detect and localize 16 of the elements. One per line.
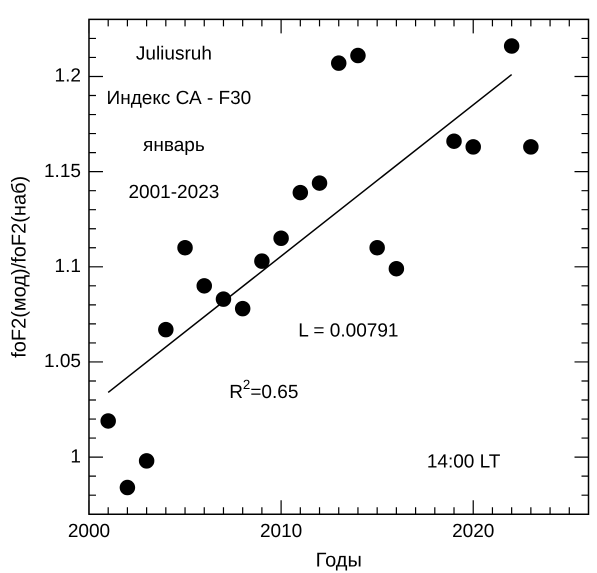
y-tick-label: 1.15 — [44, 160, 81, 182]
annotation: 14:00 LT — [426, 451, 501, 472]
y-tick-label: 1.05 — [44, 351, 81, 372]
annotation: Индекс СА - F30 — [106, 88, 252, 109]
y-axis-title: foF2(мод)/foF2(наб) — [8, 176, 31, 358]
y-tick-label: 1.2 — [54, 66, 81, 87]
annotation: 2001-2023 — [128, 182, 220, 203]
annotation: L = 0.00791 — [298, 320, 398, 342]
annotation: Juliusruh — [136, 43, 212, 64]
annotation: январь — [143, 134, 205, 156]
x-axis-title: Годы — [316, 550, 362, 572]
y-tick-label: 1.1 — [54, 256, 81, 278]
x-tick-label: 2020 — [452, 520, 494, 542]
x-tick-label: 2010 — [260, 520, 302, 542]
y-tick-label: 1 — [70, 446, 81, 468]
x-tick-label: 2000 — [68, 520, 110, 542]
